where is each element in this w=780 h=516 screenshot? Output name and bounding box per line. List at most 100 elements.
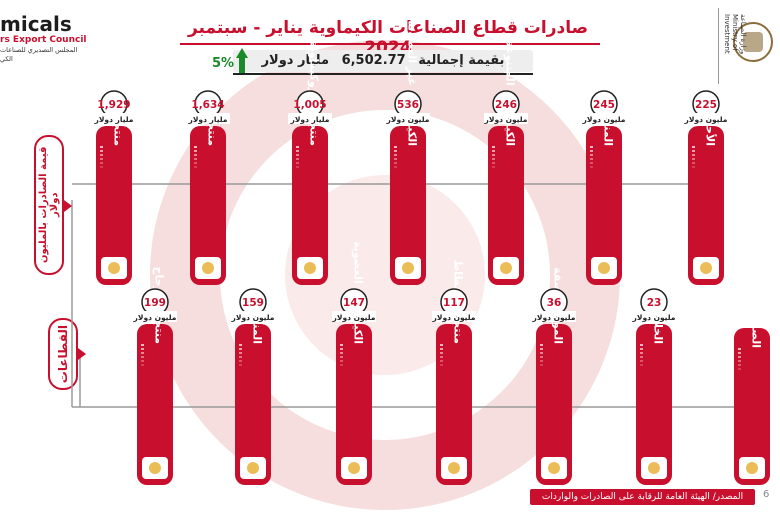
unit-bg [186, 113, 230, 124]
bar-tick [738, 364, 741, 366]
bar-tick [394, 162, 397, 164]
bar-tick [640, 364, 643, 366]
bar-tick [692, 166, 695, 168]
bar-tick [340, 356, 343, 358]
unit-bg [92, 113, 136, 124]
bar-tick [394, 154, 397, 156]
bar-tick [100, 150, 103, 152]
unit-label: مليون دولار [432, 313, 476, 322]
bar-tick [194, 158, 197, 160]
bar-tick [540, 364, 543, 366]
bar-body [292, 126, 328, 285]
unit-bg [133, 311, 177, 322]
bar-tick [394, 146, 397, 148]
bar-tick [239, 352, 242, 354]
bar-body [688, 126, 724, 285]
bar-tick [100, 162, 103, 164]
value-label: 536 [397, 99, 419, 111]
bar-body [190, 126, 226, 285]
bar-tick [692, 154, 695, 156]
connector-arrow-icon [64, 200, 72, 212]
title-underline [180, 43, 600, 45]
bar-tick [590, 146, 593, 148]
bar-tick [296, 150, 299, 152]
bar-tick [394, 166, 397, 168]
icon-glyph [108, 262, 120, 274]
unit-bg [532, 311, 576, 322]
bar-tick [340, 360, 343, 362]
value-label: 245 [593, 99, 615, 111]
bar-tick [738, 352, 741, 354]
bar-tick [440, 352, 443, 354]
sector-bar: الصناعات التحويلية والكيماوية الأخرى [734, 148, 770, 485]
unit-label: مليون دولار [582, 115, 626, 124]
bar-tick [194, 150, 197, 152]
bar-tick [239, 364, 242, 366]
bar-tick [590, 150, 593, 152]
bar-tick [738, 360, 741, 362]
unit-label: مليار دولار [188, 115, 228, 124]
bar-tick [194, 162, 197, 164]
value-label: 159 [242, 297, 264, 309]
bar-body [536, 324, 572, 485]
page-number: 6 [763, 489, 770, 500]
unit-bg [386, 113, 430, 124]
source-note: المصدر/ الهيئة العامة للرقابة على الصادر… [530, 489, 755, 505]
value-label: 225 [695, 99, 717, 111]
bar-body [96, 126, 132, 285]
bar-tick [394, 150, 397, 152]
value-label: 23 [647, 297, 662, 309]
bar-body [137, 324, 173, 485]
bar-tick [692, 158, 695, 160]
bar-tick [100, 154, 103, 156]
total-unit: مليار دولار [261, 53, 330, 68]
ministry-logo: وزارة الصناعة Ministry of Investment [718, 8, 780, 84]
bar-tick [340, 348, 343, 350]
bar-tick [296, 146, 299, 148]
unit-label: مليون دولار [386, 115, 430, 124]
unit-bg [484, 113, 528, 124]
bar-tick [492, 162, 495, 164]
icon-glyph [348, 462, 360, 474]
bar-tick [440, 348, 443, 350]
value-label: 246 [495, 99, 517, 111]
bar-tick [194, 166, 197, 168]
bar-tick [340, 344, 343, 346]
bar-tick [239, 356, 242, 358]
bar-tick [239, 344, 242, 346]
unit-bg [332, 311, 376, 322]
bar-tick [239, 360, 242, 362]
icon-glyph [746, 462, 758, 474]
bar-tick [692, 150, 695, 152]
bar-tick [239, 348, 242, 350]
total-value: 6,502.77 [341, 53, 406, 68]
unit-bg [432, 311, 476, 322]
unit-label: مليون دولار [532, 313, 576, 322]
bar-tick [640, 356, 643, 358]
bar-tick [194, 146, 197, 148]
logo-line-3: المجلس التصديري للصناعات الكي [0, 46, 78, 63]
total-summary: بقيمة إجمالية 6,502.77 مليار دولار [233, 50, 533, 72]
bar-tick [540, 360, 543, 362]
unit-label: مليون دولار [484, 115, 528, 124]
category-label: الكيماويات غير العضوية [406, 20, 419, 146]
unit-bg [231, 311, 275, 322]
value-label: 1,005 [293, 99, 326, 111]
bar-tick [100, 158, 103, 160]
unit-bg [684, 113, 728, 124]
bar-tick [296, 154, 299, 156]
value-label: 1,929 [97, 99, 130, 111]
icon-glyph [402, 262, 414, 274]
growth-percent: 5% [212, 56, 235, 71]
side-label-values: قيمة الصادرات بالمليون دولار [34, 135, 64, 275]
ministry-logo-text: وزارة الصناعة Ministry of Investment [723, 14, 747, 55]
unit-label: مليون دولار [632, 313, 676, 322]
